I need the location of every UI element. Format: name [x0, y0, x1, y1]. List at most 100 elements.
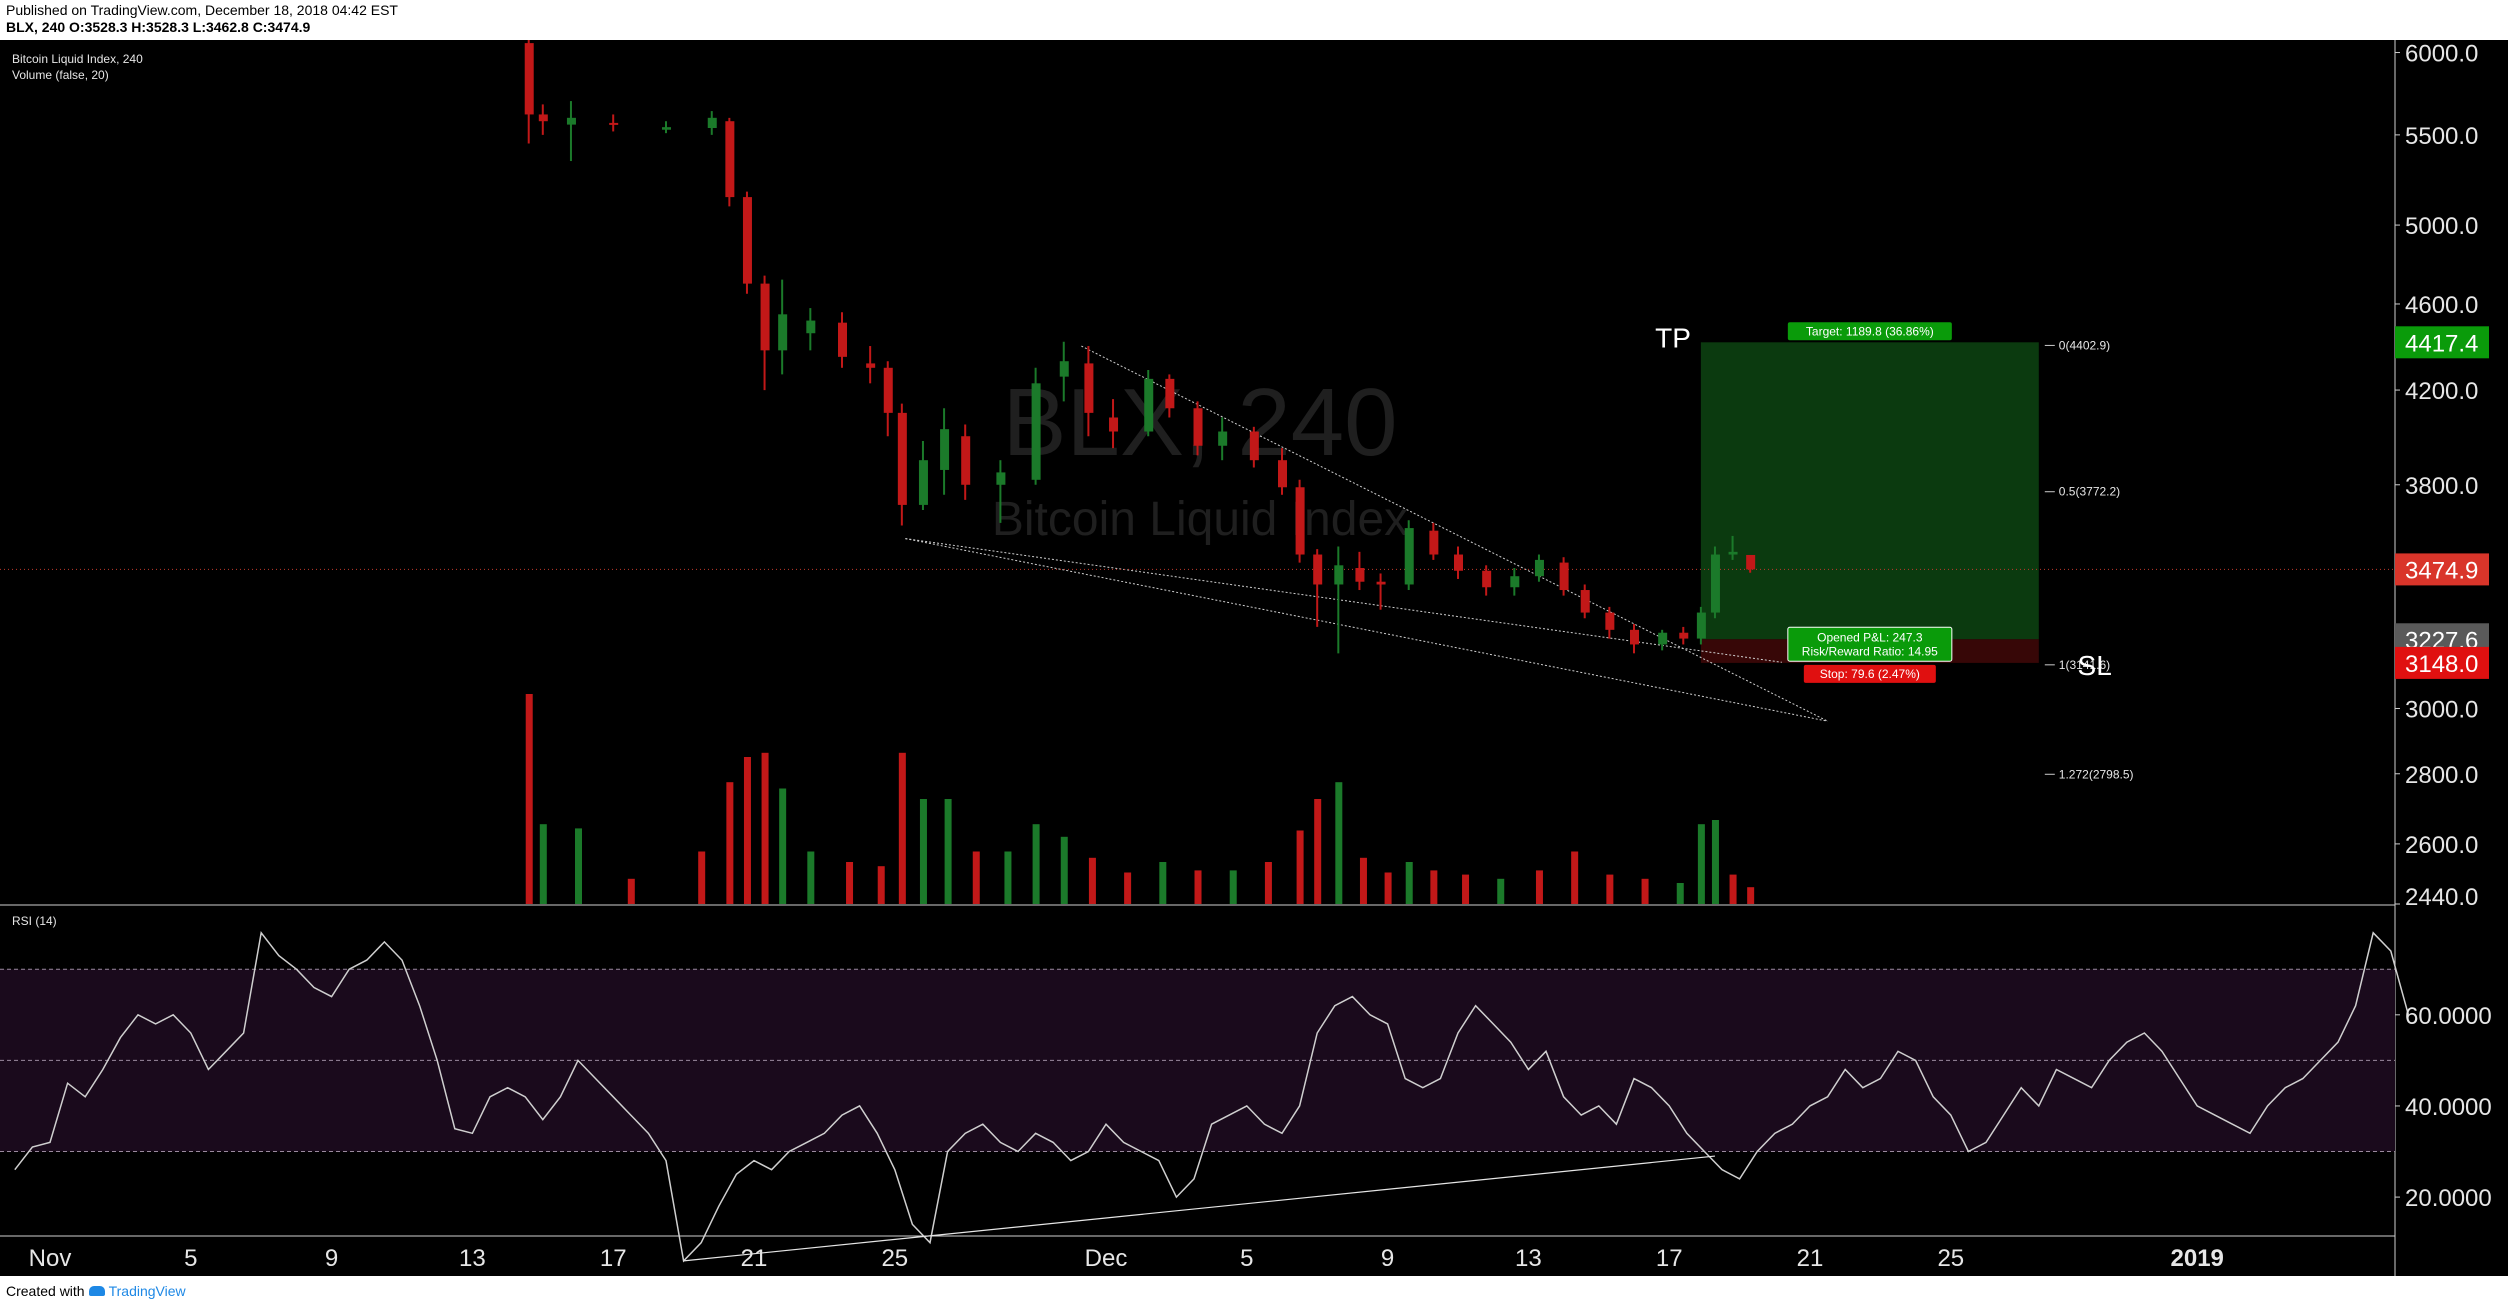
candle-body	[1059, 361, 1069, 377]
price-label-sl-bg	[2395, 646, 2489, 679]
rsi-title: RSI (14)	[12, 914, 57, 928]
candle-body	[1313, 554, 1323, 585]
time-tick-label: 9	[325, 1245, 338, 1272]
volume-bar	[1296, 830, 1304, 904]
volume-bar	[1314, 799, 1322, 904]
volume-bar	[525, 694, 533, 904]
candle-body	[742, 197, 752, 284]
price-tick-label: 4200.0	[2405, 378, 2478, 405]
volume-bar	[1711, 820, 1719, 904]
price-tick-label: 2600.0	[2405, 832, 2478, 859]
price-tick-label: 3000.0	[2405, 696, 2478, 723]
time-tick-label: 9	[1381, 1245, 1394, 1272]
time-tick-label: 25	[1937, 1245, 1964, 1272]
chart-subtitle: Volume (false, 20)	[12, 68, 109, 82]
candle-body	[897, 412, 907, 505]
candle-body	[918, 460, 928, 505]
candle-body	[778, 314, 788, 351]
time-tick-label: 17	[600, 1245, 627, 1272]
candle-body	[1084, 363, 1094, 413]
volume-bar	[1194, 870, 1202, 904]
pnl-label-bg	[1787, 626, 1953, 662]
candle-body	[1165, 378, 1175, 409]
volume-bar	[1747, 887, 1755, 904]
price-label-current: 3474.9	[2405, 557, 2478, 584]
stop-label: Stop: 79.6 (2.47%)	[1820, 667, 1920, 681]
volume-bar	[1676, 883, 1684, 904]
candle-body	[1218, 431, 1228, 446]
candle-body	[883, 367, 893, 413]
candle-body	[1376, 581, 1386, 585]
volume-bar	[1359, 857, 1367, 904]
candle-body	[524, 43, 534, 115]
volume-bar	[972, 851, 980, 904]
candle-body	[1605, 612, 1615, 630]
candle-body	[1278, 460, 1287, 488]
target-label: Target: 1189.8 (36.86%)	[1806, 324, 1934, 338]
target-label-bg	[1787, 322, 1952, 341]
chart-title: Bitcoin Liquid Index, 240	[12, 52, 143, 66]
candle-body	[1404, 528, 1414, 585]
time-tick-label: 21	[741, 1245, 768, 1272]
candle-body	[1454, 554, 1463, 571]
volume-bar	[726, 782, 734, 904]
stop-label-bg	[1803, 664, 1936, 683]
candle-body	[1679, 632, 1689, 639]
price-tick-label: 2800.0	[2405, 762, 2478, 789]
volume-bar	[1535, 870, 1543, 904]
annotation-sl: SL	[2078, 650, 2112, 681]
candle-body	[1249, 431, 1259, 461]
fib-level-label: 0.5(3772.2)	[2059, 485, 2120, 499]
candle-body	[1031, 383, 1041, 480]
time-tick-label: 21	[1797, 1245, 1824, 1272]
time-tick-label: 13	[1515, 1245, 1542, 1272]
candle-body	[1696, 612, 1706, 639]
candle-body	[1109, 417, 1119, 432]
fib-level-label: 1(3141.6)	[2059, 658, 2110, 672]
ohlc-text: BLX, 240 O:3528.3 H:3528.3 L:3462.8 C:34…	[6, 19, 311, 35]
volume-bar	[1124, 872, 1132, 904]
time-tick-label: 5	[184, 1245, 197, 1272]
trendline	[905, 538, 1828, 722]
candle-body	[1580, 590, 1590, 613]
candle-body	[1482, 570, 1492, 588]
volume-bar	[575, 828, 582, 904]
price-tick-label: 6000.0	[2405, 41, 2478, 68]
candle-body	[940, 429, 950, 470]
rsi-tick-label: 20.0000	[2405, 1185, 2492, 1212]
time-tick-label: 25	[881, 1245, 908, 1272]
time-tick-label: 13	[459, 1245, 486, 1272]
price-label-current-bg	[2395, 553, 2489, 586]
volume-bar	[1159, 862, 1167, 904]
candle-body	[566, 117, 576, 125]
volume-bar	[1697, 824, 1705, 904]
candle-body	[1710, 554, 1720, 613]
created-with-text: Created with	[6, 1283, 85, 1299]
tradingview-brand[interactable]: TradingView	[108, 1283, 186, 1299]
candle-body	[1534, 559, 1544, 577]
volume-bar	[919, 799, 927, 904]
candle-body	[609, 122, 619, 125]
volume-bar	[1462, 874, 1470, 904]
fib-level-label: 0(4402.9)	[2059, 338, 2110, 352]
volume-bar	[1032, 824, 1040, 904]
volume-bar	[1004, 851, 1012, 904]
volume-bar	[1405, 862, 1413, 904]
rsi-line	[14, 930, 2410, 1263]
target-zone	[1700, 342, 2039, 640]
volume-bar	[779, 788, 787, 904]
candle-body	[1746, 554, 1756, 570]
price-label-tp-bg	[2395, 326, 2489, 359]
price-tick-label: 3800.0	[2405, 473, 2478, 500]
trendline	[1081, 345, 1828, 722]
price-tick-label: 5000.0	[2405, 213, 2478, 240]
price-tick-label: 2440.0	[2405, 884, 2478, 911]
time-tick-label: 2019	[2171, 1245, 2224, 1272]
volume-bar	[1229, 870, 1237, 904]
volume-bar	[761, 752, 769, 904]
candle-body	[707, 117, 717, 129]
pnl-label: Opened P&L: 247.3	[1817, 630, 1923, 644]
volume-bar	[807, 851, 815, 904]
volume-bar	[743, 757, 751, 904]
